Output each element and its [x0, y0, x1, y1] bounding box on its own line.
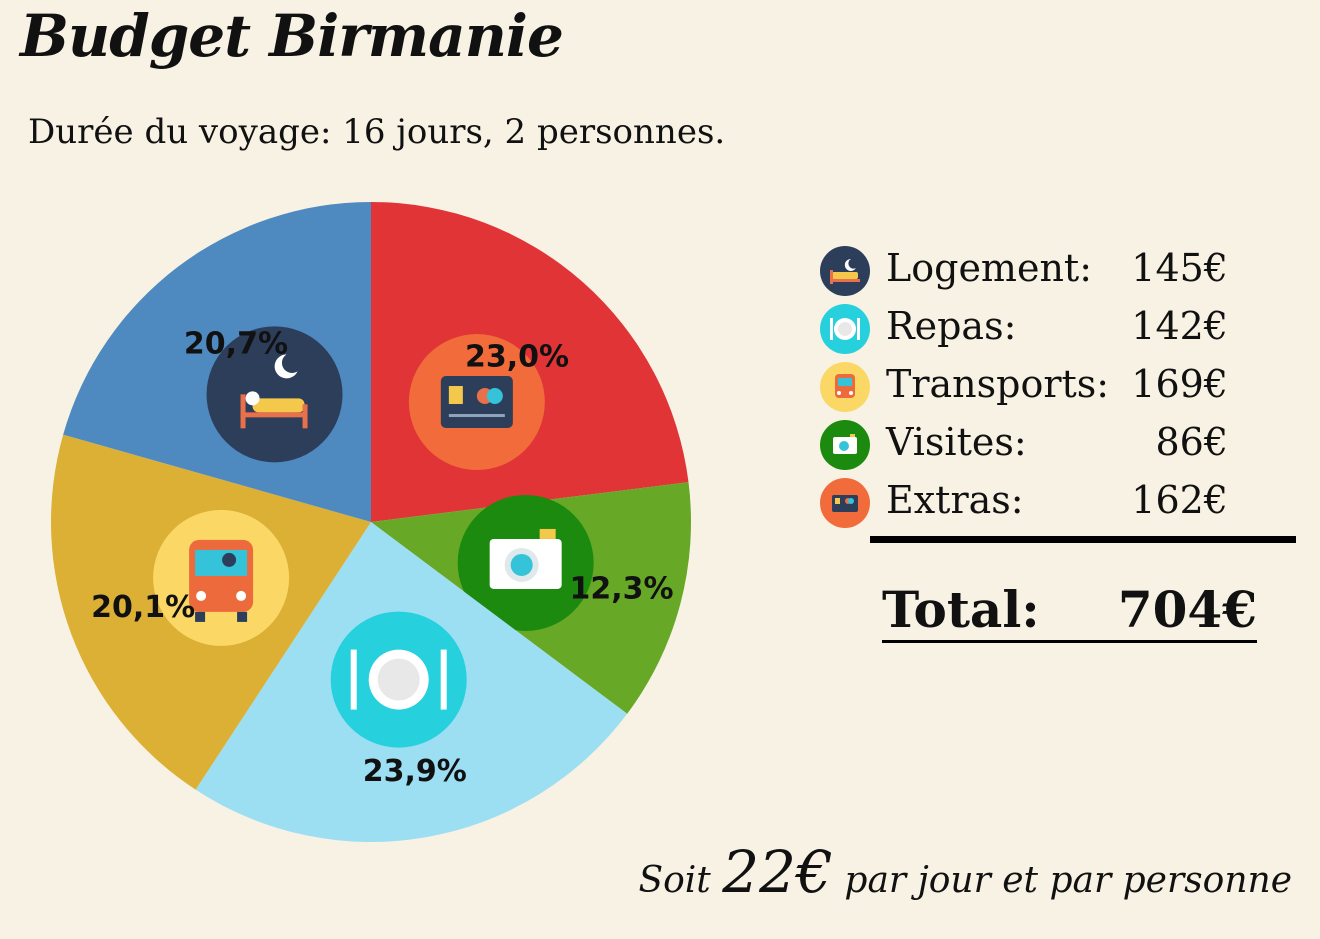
- bed-icon: [206, 326, 343, 463]
- legend-value: 86€: [1155, 420, 1228, 464]
- legend-label: Repas:: [886, 304, 1017, 348]
- plate-icon: [820, 304, 870, 354]
- legend-label: Transports:: [886, 362, 1110, 406]
- slice-label-visites: 12,3%: [570, 571, 674, 606]
- slice-label-logement: 20,7%: [184, 326, 288, 361]
- legend-item-extras: Extras: 162€: [818, 474, 1238, 532]
- footer-amount: 22€: [722, 838, 833, 906]
- slice-label-extras: 23,0%: [465, 339, 569, 374]
- footer-prefix: Soit: [638, 860, 711, 901]
- page-title: Budget Birmanie: [20, 2, 564, 70]
- slice-label-transports: 20,1%: [91, 590, 195, 625]
- legend-item-repas: Repas: 142€: [818, 300, 1238, 358]
- total-divider: [870, 536, 1296, 543]
- legend-item-logement: Logement: 145€: [818, 242, 1238, 300]
- legend-label: Extras:: [886, 478, 1024, 522]
- legend-value: 162€: [1131, 478, 1228, 522]
- camera-icon: [820, 420, 870, 470]
- total-value: 704€: [1117, 580, 1257, 639]
- per-day-summary: Soit 22€ par jour et par personne: [638, 838, 1292, 906]
- credit-card-icon: [820, 478, 870, 528]
- total-label: Total:: [882, 580, 1040, 639]
- legend-value: 145€: [1131, 246, 1228, 290]
- total-row: Total: 704€: [882, 580, 1257, 643]
- pie-chart: 23,0% 12,3% 23,9% 20,1% 20,7%: [50, 202, 691, 842]
- bus-icon: [820, 362, 870, 412]
- slice-label-repas: 23,9%: [363, 754, 467, 789]
- bus-icon: [153, 509, 290, 646]
- footer-suffix: par jour et par personne: [844, 860, 1292, 901]
- bed-icon: [820, 246, 870, 296]
- legend-value: 142€: [1131, 304, 1228, 348]
- legend: Logement: 145€ Repas: 142€ Transports: 1…: [818, 242, 1238, 532]
- legend-item-visites: Visites: 86€: [818, 416, 1238, 474]
- camera-icon: [457, 494, 594, 631]
- credit-card-icon: [408, 334, 545, 471]
- trip-duration: Durée du voyage: 16 jours, 2 personnes.: [28, 112, 726, 152]
- plate-icon: [330, 611, 467, 748]
- legend-value: 169€: [1131, 362, 1228, 406]
- legend-label: Logement:: [886, 246, 1092, 290]
- legend-label: Visites:: [886, 420, 1027, 464]
- legend-item-transports: Transports: 169€: [818, 358, 1238, 416]
